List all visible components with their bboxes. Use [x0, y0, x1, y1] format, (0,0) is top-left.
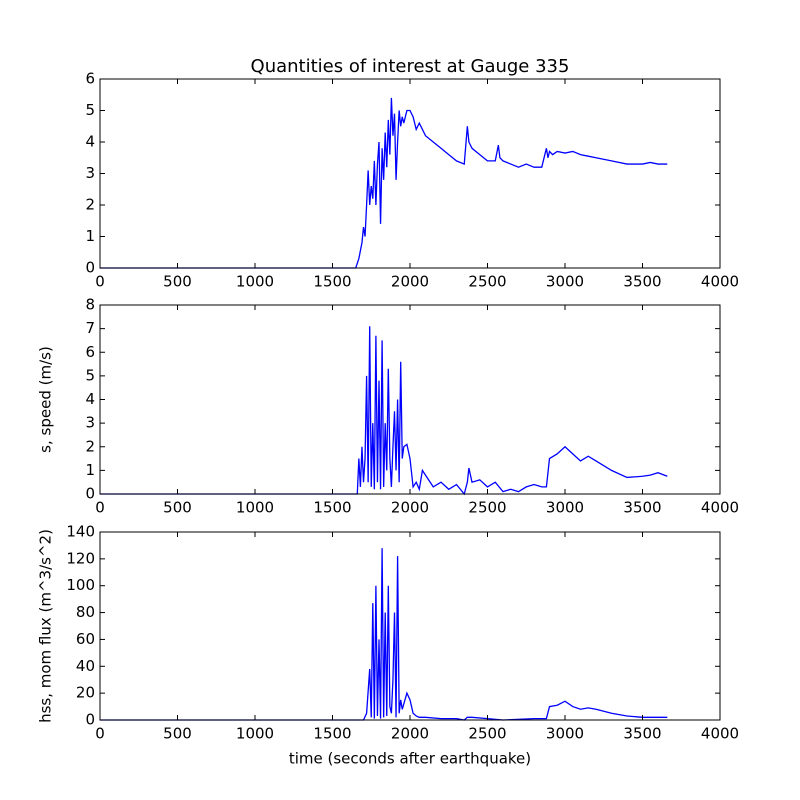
x-tick-label: 500 — [163, 725, 192, 743]
y-tick-label: 3 — [85, 414, 95, 432]
y-tick-label: 60 — [76, 630, 95, 648]
x-tick-label: 2500 — [468, 499, 506, 517]
x-tick-label: 1000 — [236, 273, 274, 291]
y-tick-label: 0 — [85, 485, 95, 503]
x-tick-label: 1000 — [236, 499, 274, 517]
data-line — [100, 97, 668, 269]
axes-frame — [99, 304, 721, 495]
chart-title: Quantities of interest at Gauge 335 — [251, 56, 570, 77]
x-tick-label: 0 — [95, 725, 105, 743]
x-tick-label: 1000 — [236, 725, 274, 743]
x-tick-label: 2000 — [391, 725, 429, 743]
x-tick-label: 0 — [95, 499, 105, 517]
y-tick-label: 0 — [85, 259, 95, 277]
y-tick-label: 2 — [85, 437, 95, 455]
x-tick-label: 3000 — [546, 499, 584, 517]
x-tick-label: 3000 — [546, 273, 584, 291]
x-tick-label: 3000 — [546, 725, 584, 743]
x-tick-label: 1500 — [313, 499, 351, 517]
y-tick-label: 5 — [85, 366, 95, 384]
x-tick-label: 2500 — [468, 725, 506, 743]
axes-frame — [99, 531, 721, 721]
data-line — [100, 548, 668, 721]
y-axis-label: s, speed (m/s) — [37, 346, 55, 453]
x-tick-label: 4000 — [701, 273, 739, 291]
x-tick-label: 2000 — [391, 273, 429, 291]
y-tick-label: 1 — [85, 227, 95, 245]
axes-frame — [99, 78, 721, 269]
x-axis-label: time (seconds after earthquake) — [289, 750, 531, 768]
y-tick-label: 120 — [66, 549, 95, 567]
x-tick-label: 0 — [95, 273, 105, 291]
y-tick-label: 80 — [76, 603, 95, 621]
data-line — [100, 326, 668, 496]
y-tick-label: 40 — [76, 657, 95, 675]
y-tick-label: 0 — [85, 711, 95, 729]
y-tick-label: 4 — [85, 390, 95, 408]
y-tick-label: 8 — [85, 296, 95, 314]
y-tick-label: 6 — [85, 70, 95, 88]
x-tick-label: 2000 — [391, 499, 429, 517]
x-tick-label: 1500 — [313, 273, 351, 291]
y-axis-label: hss, mom flux (m^3/s^2) — [37, 529, 55, 723]
x-tick-label: 4000 — [701, 725, 739, 743]
x-tick-label: 3500 — [623, 273, 661, 291]
y-tick-label: 7 — [85, 319, 95, 337]
x-tick-label: 4000 — [701, 499, 739, 517]
x-tick-label: 1500 — [313, 725, 351, 743]
y-tick-label: 6 — [85, 343, 95, 361]
y-tick-label: 3 — [85, 164, 95, 182]
y-tick-label: 140 — [66, 523, 95, 541]
y-tick-label: 1 — [85, 461, 95, 479]
y-tick-label: 2 — [85, 196, 95, 214]
x-tick-label: 3500 — [623, 725, 661, 743]
y-tick-label: 5 — [85, 101, 95, 119]
y-tick-label: 100 — [66, 576, 95, 594]
y-tick-label: 4 — [85, 133, 95, 151]
x-tick-label: 2500 — [468, 273, 506, 291]
x-tick-label: 500 — [163, 273, 192, 291]
x-tick-label: 3500 — [623, 499, 661, 517]
y-tick-label: 20 — [76, 684, 95, 702]
x-tick-label: 500 — [163, 499, 192, 517]
